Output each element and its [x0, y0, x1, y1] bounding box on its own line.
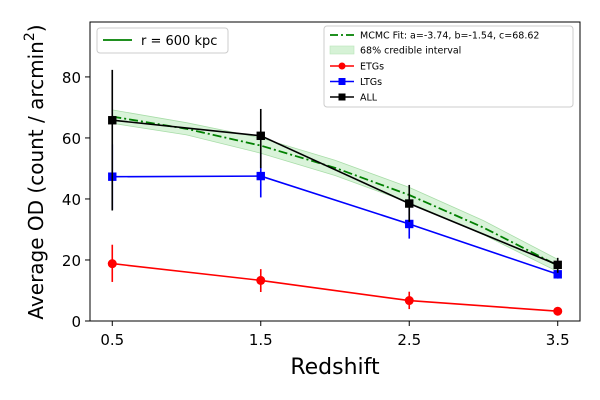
y-tick-label: 20 [62, 252, 81, 270]
y-tick-label: 0 [71, 313, 81, 331]
radius-legend: r = 600 kpc [96, 27, 229, 54]
series-all-line [112, 119, 559, 266]
legend-band-swatch [329, 45, 355, 55]
x-tick-label: 2.5 [397, 331, 421, 349]
series-etgs-point [553, 306, 563, 316]
x-axis-ticks: 0.5 1.5 2.5 3.5 [100, 321, 570, 349]
legend-ltgs-label: LTGs [360, 77, 382, 88]
fit-layer [112, 115, 559, 267]
series-etgs-line [112, 262, 558, 312]
y-tick-label: 80 [62, 69, 81, 87]
series-all-point [553, 260, 562, 270]
plot-frame [89, 21, 581, 322]
y-tick-label: 60 [62, 130, 81, 148]
series-etgs-point [107, 259, 117, 269]
legend-ltgs-marker [338, 78, 346, 85]
legend-band-label: 68% credible interval [360, 46, 461, 57]
series-all-point [108, 116, 117, 125]
mcmc-fit-line [112, 115, 559, 267]
x-tick-label: 3.5 [546, 331, 570, 349]
series-layer [107, 69, 563, 316]
series-ltgs-line [112, 175, 558, 276]
y-tick-label: 40 [62, 191, 81, 209]
series-all-point [256, 131, 265, 141]
legend-all-label: ALL [360, 93, 378, 104]
series-etgs [107, 244, 563, 316]
series-ltgs-point [256, 171, 265, 181]
series-ltgs-point [553, 270, 562, 279]
main-legend: MCMC Fit: a=-3.74, b=-1.54, c=68.62 68% … [323, 25, 574, 108]
main-legend-box [323, 25, 574, 108]
legend-etgs-marker [338, 62, 346, 70]
y-axis-ticks: 0 20 40 60 80 [62, 69, 90, 331]
x-tick-label: 1.5 [249, 331, 273, 349]
legend-all-marker [338, 93, 346, 101]
series-etgs-point [404, 296, 414, 306]
series-etgs-point [256, 275, 266, 285]
radius-legend-box [96, 27, 229, 54]
x-axis-title: Redshift [290, 355, 380, 380]
legend-etgs-label: ETGs [360, 62, 384, 73]
series-ltgs-point [405, 219, 414, 229]
x-tick-label: 0.5 [100, 331, 124, 349]
legend-fit-label: MCMC Fit: a=-3.74, b=-1.54, c=68.62 [360, 31, 539, 42]
series-all-point [405, 199, 414, 208]
radius-legend-label: r = 600 kpc [141, 34, 217, 49]
y-axis-title: Average OD (count / arcmin2) [22, 24, 48, 319]
series-all [108, 69, 562, 273]
